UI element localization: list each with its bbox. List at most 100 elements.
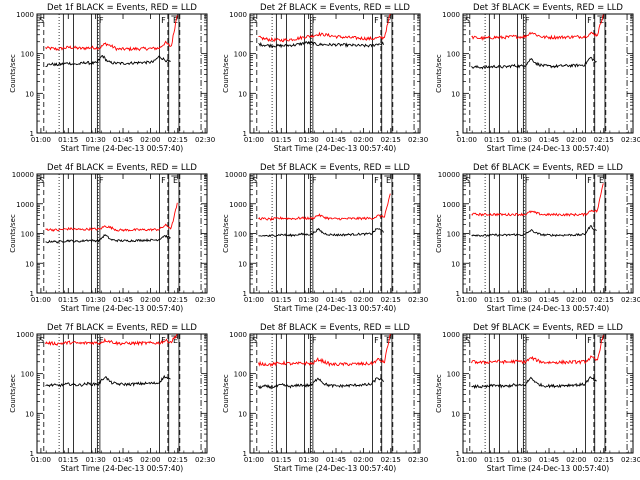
x-axis-label: Start Time (24-Dec-13 00:57:40) [274,464,396,473]
region-mark-f: F [374,176,379,185]
x-axis-label: Start Time (24-Dec-13 00:57:40) [487,304,609,313]
y-axis-label: Counts/sec [9,214,17,253]
x-axis-label: Start Time (24-Dec-13 00:57:40) [487,144,609,153]
x-tick-label: 01:30 [86,136,106,144]
lld-series-line [471,183,604,217]
y-tick-label: 1 [456,450,460,458]
x-tick-label: 02:30 [408,456,428,464]
x-tick-label: 02:00 [353,136,373,144]
x-tick-label: 01:15 [484,296,504,304]
region-mark-f: F [525,176,530,185]
events-series-line [258,377,384,390]
x-axis-label: Start Time (24-Dec-13 00:57:40) [61,464,183,473]
y-tick-label: 1000 [16,201,34,209]
y-tick-label: 10 [238,260,247,268]
plot-frame [462,13,634,134]
x-tick-label: 02:30 [621,456,640,464]
region-mark-f: F [161,16,166,25]
x-tick-label: 02:30 [621,296,640,304]
panel-title: Det 4f BLACK = Events, RED = LLD [47,163,197,173]
x-tick-label: 02:00 [566,136,586,144]
x-axis-label: Start Time (24-Dec-13 00:57:40) [61,304,183,313]
events-series-line [45,374,171,388]
x-tick-label: 02:00 [140,456,160,464]
y-axis-label: Counts/sec [9,374,17,413]
lld-series-line [258,193,391,222]
x-tick-label: 01:30 [86,296,106,304]
x-tick-label: 01:00 [244,296,264,304]
plot-frame [36,173,208,294]
x-tick-label: 01:00 [31,456,51,464]
region-mark-s: S [252,16,257,25]
y-tick-label: 1 [30,130,34,138]
y-tick-label: 1 [456,130,460,138]
y-tick-label: 1000 [442,201,460,209]
y-tick-label: 1000 [442,331,460,339]
x-axis-label: Start Time (24-Dec-13 00:57:40) [274,304,396,313]
x-tick-label: 01:15 [484,136,504,144]
x-tick-label: 02:15 [594,456,614,464]
y-tick-label: 1000 [229,331,247,339]
y-axis-label: Counts/sec [435,374,443,413]
events-series-line [258,40,384,49]
y-tick-label: 1 [243,290,247,298]
x-tick-label: 01:45 [539,296,559,304]
region-mark-f: F [587,16,592,25]
x-tick-label: 01:15 [484,456,504,464]
region-mark-f: F [312,16,317,25]
x-tick-label: 01:00 [244,136,264,144]
x-tick-label: 01:30 [512,456,532,464]
x-tick-label: 01:15 [58,136,78,144]
x-tick-label: 01:00 [31,296,51,304]
panel-title: Det 3f BLACK = Events, RED = LLD [473,3,623,13]
lld-series-line [471,335,604,366]
y-tick-label: 1 [30,290,34,298]
plot-frame [36,333,208,454]
y-tick-label: 100 [447,231,460,239]
y-tick-label: 1 [243,450,247,458]
panel-title: Det 7f BLACK = Events, RED = LLD [47,323,197,333]
x-tick-label: 01:15 [271,136,291,144]
x-tick-label: 01:30 [512,136,532,144]
x-tick-label: 01:45 [539,456,559,464]
x-tick-label: 01:00 [244,456,264,464]
x-tick-label: 01:45 [113,456,133,464]
region-mark-f: F [99,16,104,25]
y-axis-label: Counts/sec [222,214,230,253]
panel-title: Det 6f BLACK = Events, RED = LLD [473,163,623,173]
region-mark-s: S [252,176,257,185]
y-tick-label: 1000 [442,11,460,19]
x-tick-label: 02:00 [140,136,160,144]
x-tick-label: 02:30 [408,136,428,144]
x-axis-label: Start Time (24-Dec-13 00:57:40) [274,144,396,153]
region-mark-f: F [374,16,379,25]
plot-frame [36,13,208,134]
x-tick-label: 01:30 [512,296,532,304]
x-tick-label: 01:15 [271,296,291,304]
x-axis-label: Start Time (24-Dec-13 00:57:40) [487,464,609,473]
region-mark-s: S [465,16,470,25]
x-tick-label: 01:45 [326,296,346,304]
panel-9: Det 9f BLACK = Events, RED = LLD 1 10 100 10… [435,323,640,473]
region-mark-e: E [386,176,391,185]
region-mark-e: E [173,16,178,25]
panel-title: Det 1f BLACK = Events, RED = LLD [47,3,197,13]
y-tick-label: 10 [451,410,460,418]
x-tick-label: 01:15 [271,456,291,464]
x-tick-label: 01:45 [326,456,346,464]
region-mark-f: F [525,16,530,25]
plot-frame [249,13,421,134]
x-tick-label: 02:15 [594,296,614,304]
region-mark-s: S [252,336,257,345]
region-mark-s: S [465,176,470,185]
events-series-line [471,224,597,238]
events-series-line [258,227,384,238]
y-tick-label: 100 [234,231,247,239]
region-mark-e: E [173,176,178,185]
lld-series-line [258,13,391,43]
x-tick-label: 01:30 [86,456,106,464]
plot-frame [249,333,421,454]
x-tick-label: 02:00 [566,296,586,304]
x-tick-label: 02:15 [381,136,401,144]
x-tick-label: 02:30 [195,296,215,304]
